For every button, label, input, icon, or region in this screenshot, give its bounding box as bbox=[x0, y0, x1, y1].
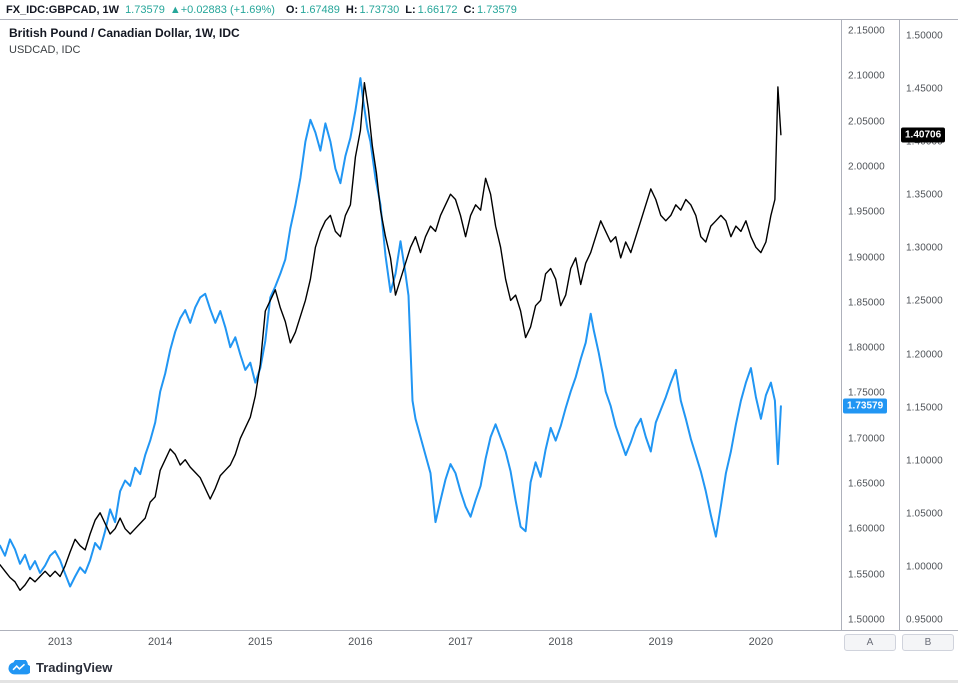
price-change: +0.02883 (+1.69%) bbox=[180, 3, 275, 16]
time-tick-2020: 2020 bbox=[748, 636, 774, 648]
legend-title[interactable]: British Pound / Canadian Dollar, 1W, IDC bbox=[9, 26, 240, 40]
quote-bar: FX_IDC:GBPCAD, 1W 1.73579 ▲ +0.02883 (+1… bbox=[0, 0, 958, 19]
up-arrow-icon: ▲ bbox=[169, 3, 181, 16]
gbpcad-price-tick: 1.90000 bbox=[848, 252, 885, 264]
legend[interactable]: British Pound / Canadian Dollar, 1W, IDC… bbox=[9, 26, 240, 56]
usdcad-price-tick: 1.00000 bbox=[906, 561, 943, 573]
gbpcad-line-series[interactable] bbox=[0, 77, 782, 588]
plot-svg[interactable] bbox=[0, 20, 841, 630]
time-tick-2016: 2016 bbox=[348, 636, 373, 648]
usdcad-price-tick: 1.20000 bbox=[906, 349, 943, 361]
time-tick-2018: 2018 bbox=[548, 636, 573, 648]
usdcad-line-series[interactable] bbox=[0, 82, 782, 591]
time-tick-2014: 2014 bbox=[147, 636, 173, 648]
footer: TradingView bbox=[0, 655, 958, 683]
usdcad-price-tick: 1.30000 bbox=[906, 242, 943, 254]
plot-pane[interactable]: British Pound / Canadian Dollar, 1W, IDC… bbox=[0, 20, 841, 630]
usdcad-price-tick: 1.50000 bbox=[906, 30, 943, 42]
tradingview-cloud-logo-icon[interactable] bbox=[8, 660, 30, 675]
tradingview-brand-text[interactable]: TradingView bbox=[36, 660, 113, 675]
gbpcad-price-tick: 1.70000 bbox=[848, 433, 885, 445]
gbpcad-last-price-badge: 1.73579 bbox=[843, 398, 888, 414]
chart-area: British Pound / Canadian Dollar, 1W, IDC… bbox=[0, 19, 958, 631]
time-axis[interactable]: A B 2013 2014 2015 2016 2017 2018 2019 2020 bbox=[0, 631, 958, 655]
usdcad-price-tick: 1.25000 bbox=[906, 295, 943, 307]
gbpcad-price-tick: 1.50000 bbox=[848, 614, 885, 626]
open-label: O: bbox=[285, 3, 299, 16]
scale-b-button[interactable]: B bbox=[902, 634, 954, 651]
usdcad-price-tick: 0.95000 bbox=[906, 614, 943, 626]
scale-a-button[interactable]: A bbox=[844, 634, 896, 651]
gbpcad-price-tick: 2.10000 bbox=[848, 70, 885, 82]
gbpcad-price-tick: 1.80000 bbox=[848, 342, 885, 354]
gbpcad-price-tick: 1.85000 bbox=[848, 297, 885, 309]
gbpcad-price-tick: 2.15000 bbox=[848, 25, 885, 37]
usdcad-last-price-badge: 1.40706 bbox=[901, 127, 946, 143]
gbpcad-price-tick: 1.65000 bbox=[848, 478, 885, 490]
high-label: H: bbox=[345, 3, 358, 16]
gbpcad-price-tick: 1.95000 bbox=[848, 206, 885, 218]
time-tick-2013: 2013 bbox=[47, 636, 73, 648]
usdcad-price-tick: 1.40000 bbox=[906, 136, 943, 148]
low-value: 1.66172 bbox=[417, 3, 458, 16]
usdcad-price-tick: 1.45000 bbox=[906, 83, 943, 95]
legend-subtitle[interactable]: USDCAD, IDC bbox=[9, 44, 81, 56]
time-tick-2017: 2017 bbox=[448, 636, 473, 648]
gbpcad-price-tick: 2.00000 bbox=[848, 161, 885, 173]
open-value: 1.67489 bbox=[300, 3, 340, 16]
time-tick-2015: 2015 bbox=[248, 636, 273, 648]
close-value: 1.73579 bbox=[477, 3, 517, 16]
price-scale-usdcad[interactable]: 1.50000 1.45000 1.40000 1.35000 1.30000 1.250… bbox=[899, 20, 957, 630]
usdcad-price-tick: 1.10000 bbox=[906, 455, 943, 467]
gbpcad-price-tick: 1.55000 bbox=[848, 569, 885, 581]
symbol-title[interactable]: FX_IDC:GBPCAD, 1W bbox=[6, 3, 120, 16]
gbpcad-price-tick: 2.05000 bbox=[848, 116, 885, 128]
price-scale-gbpcad[interactable]: 2.15000 2.10000 2.05000 2.00000 1.95000 1.900… bbox=[841, 20, 899, 630]
usdcad-price-tick: 1.05000 bbox=[906, 508, 943, 520]
last-price: 1.73579 bbox=[125, 3, 165, 16]
usdcad-price-tick: 1.35000 bbox=[906, 189, 943, 201]
usdcad-price-tick: 1.15000 bbox=[906, 402, 943, 414]
close-label: C: bbox=[463, 3, 476, 16]
high-value: 1.73730 bbox=[359, 3, 400, 16]
gbpcad-price-tick: 1.75000 bbox=[848, 387, 885, 399]
time-tick-2019: 2019 bbox=[648, 636, 674, 648]
low-label: L: bbox=[405, 3, 416, 16]
gbpcad-price-tick: 1.60000 bbox=[848, 523, 885, 535]
